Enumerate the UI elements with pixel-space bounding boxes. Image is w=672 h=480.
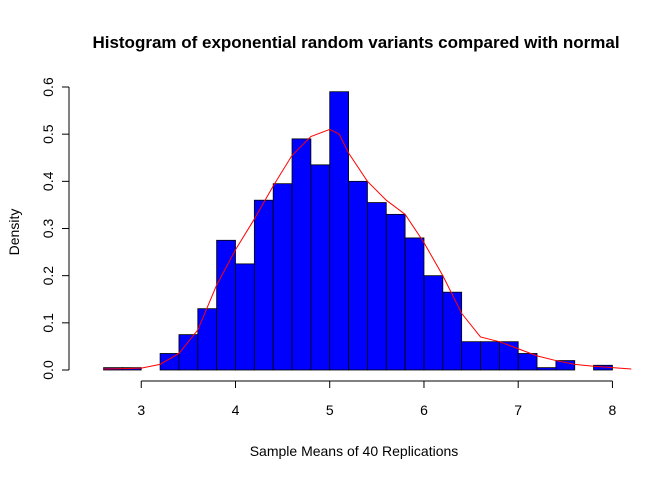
histogram-bar [555, 360, 576, 371]
histogram-bar [442, 291, 463, 371]
x-tick-label: 3 [137, 402, 145, 418]
histogram-bar [216, 239, 236, 371]
y-axis: 0.0 0.1 0.2 0.3 0.4 0.5 0.6 [40, 77, 70, 380]
y-tick-label: 0.4 [40, 171, 56, 191]
y-tick-label: 0.3 [40, 219, 56, 239]
x-tick-label: 7 [514, 402, 522, 418]
histogram-bar [536, 367, 557, 371]
histogram-bar [423, 275, 444, 371]
normal-density-curve [103, 128, 632, 370]
histogram-bar [348, 180, 368, 371]
histogram-bar [178, 334, 199, 371]
histogram-bar [235, 263, 255, 371]
y-tick-label: 0.2 [40, 266, 56, 286]
y-tick-label: 0.5 [40, 124, 56, 144]
histogram-bars [103, 91, 613, 371]
histogram-bar [480, 341, 500, 371]
histogram-bar [253, 199, 274, 371]
x-axis-label: Sample Means of 40 Replications [250, 443, 459, 459]
histogram-bar [385, 213, 406, 371]
histogram-bar [159, 353, 180, 371]
chart-title: Histogram of exponential random variants… [92, 33, 619, 52]
histogram-bar [517, 353, 538, 371]
histogram-bar [310, 164, 331, 371]
x-tick-label: 8 [609, 402, 617, 418]
x-axis: 3 4 5 6 7 8 [137, 380, 617, 418]
histogram-bar [404, 237, 425, 371]
x-tick-label: 6 [420, 402, 428, 418]
x-tick-label: 4 [232, 402, 240, 418]
y-tick-label: 0.6 [40, 77, 56, 97]
y-tick-label: 0.1 [40, 313, 56, 333]
y-tick-label: 0.0 [40, 360, 56, 380]
histogram-bar [367, 202, 387, 371]
histogram-bar [291, 138, 312, 371]
density-curve-layer [103, 128, 632, 370]
histogram-bar [272, 183, 293, 371]
histogram-bar [498, 341, 519, 371]
histogram-bar [197, 308, 218, 371]
x-tick-label: 5 [326, 402, 334, 418]
histogram-bar [329, 91, 349, 371]
histogram-bar [461, 341, 481, 371]
y-axis-label: Density [6, 209, 22, 256]
